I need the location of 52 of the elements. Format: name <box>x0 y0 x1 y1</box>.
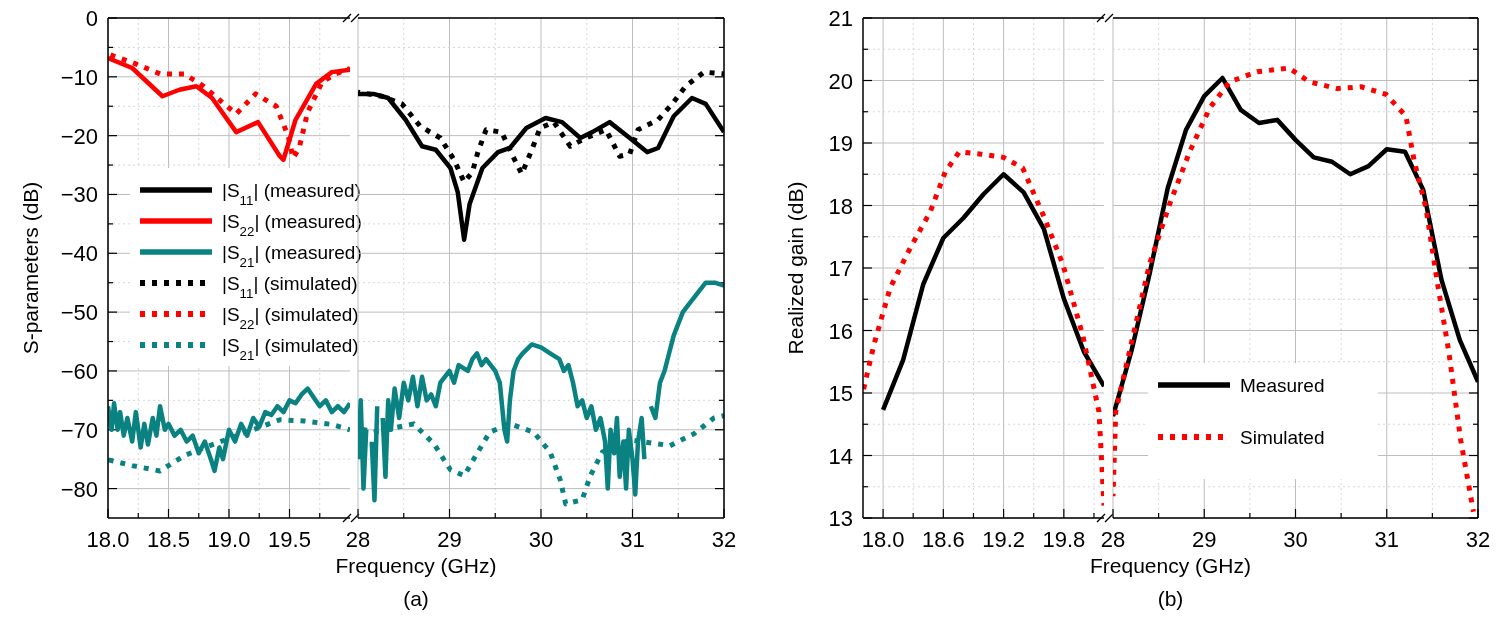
y-tick-label: 21 <box>828 6 853 31</box>
legend-label: |S$_{21}$| (simulated) <box>222 335 359 363</box>
x-tick-label: 18.5 <box>147 527 190 552</box>
y-axis-title: Realized gain (dB) <box>784 181 807 355</box>
legend-label: |S$_{21}$| (measured) <box>222 242 362 270</box>
x-tick-label: 31 <box>620 527 645 552</box>
x-tick-label: 19.8 <box>1042 527 1086 552</box>
x-tick-label: 19.5 <box>268 527 311 552</box>
x-tick-label: 30 <box>528 527 554 552</box>
y-tick-label: 13 <box>828 506 853 531</box>
text: (b) <box>1157 587 1184 610</box>
legend-label: |S$_{22}$| (simulated) <box>222 304 359 332</box>
text: (a) <box>403 587 429 610</box>
x-tick-label: 32 <box>1465 527 1491 552</box>
y-tick-label: −20 <box>60 123 98 149</box>
y-tick-label: 18 <box>828 193 853 219</box>
y-tick-label: −10 <box>60 64 98 90</box>
legend-label: |S$_{22}$| (measured) <box>222 211 362 239</box>
y-tick-label: 14 <box>828 443 853 469</box>
x-tick-label: 19.0 <box>207 527 251 552</box>
legend-label: Measured <box>1240 375 1325 396</box>
x-tick-label: 32 <box>711 527 737 552</box>
x-tick-label: 28 <box>345 527 371 552</box>
y-tick-label: −60 <box>60 358 98 384</box>
y-tick-label: 15 <box>828 381 853 406</box>
x-tick-label: 18.0 <box>86 527 130 552</box>
y-tick-label: −30 <box>60 182 98 208</box>
y-tick-label: 0 <box>85 6 98 31</box>
x-axis-title: Frequency (GHz) <box>1089 554 1252 577</box>
y-tick-label: 20 <box>828 68 853 94</box>
y-axis-title: S-parameters (dB) <box>19 181 42 355</box>
x-tick-label: 18.6 <box>921 527 965 552</box>
y-tick-label: −40 <box>60 241 98 267</box>
line-series <box>108 386 350 474</box>
x-tick-label: 28 <box>1100 527 1126 552</box>
y-tick-label: 19 <box>828 131 853 156</box>
y-tick-label: 16 <box>828 318 853 344</box>
x-tick-label: 31 <box>1374 527 1399 552</box>
x-tick-label: 19.2 <box>982 527 1025 552</box>
y-tick-label: −70 <box>60 417 98 443</box>
x-tick-label: 30 <box>1283 527 1308 552</box>
y-tick-label: −50 <box>60 300 98 326</box>
x-tick-label: 29 <box>1192 527 1217 552</box>
y-tick-label: −80 <box>60 476 98 502</box>
legend-label: |S$_{11}$| (simulated) <box>222 273 358 301</box>
x-axis-title: Frequency (GHz) <box>335 554 497 577</box>
line-series <box>880 172 1104 413</box>
y-tick-label: 17 <box>828 256 853 281</box>
legend-label: |S$_{11}$| (measured) <box>222 180 361 208</box>
x-tick-label: 18.0 <box>861 527 905 552</box>
x-tick-label: 29 <box>437 527 462 552</box>
legend-label: Simulated <box>1240 427 1325 448</box>
